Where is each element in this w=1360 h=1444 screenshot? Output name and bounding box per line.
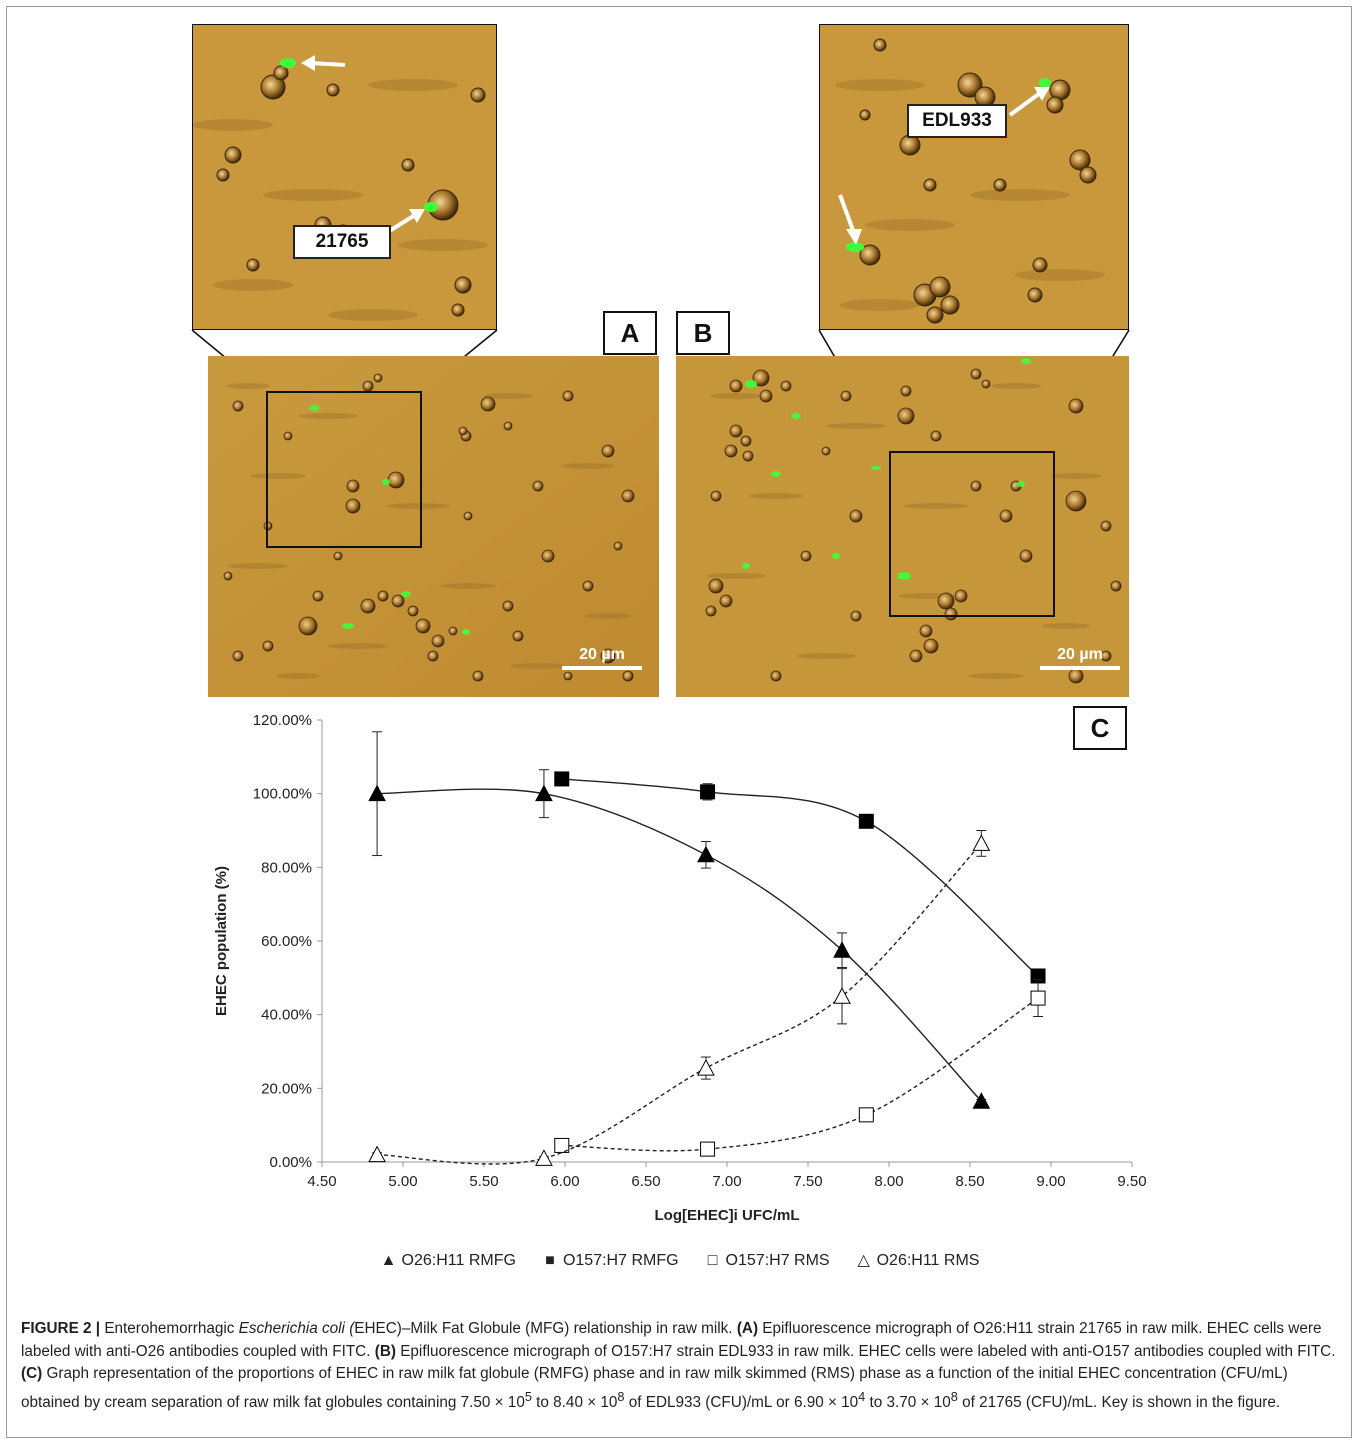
caption-text: to 8.40 × 10 [531, 1393, 618, 1411]
x-tick-label: 9.50 [1117, 1173, 1146, 1190]
filled-triangle-icon: ▲ [380, 1252, 397, 1269]
y-tick-label: 80.00% [261, 859, 312, 876]
data-point-square [1030, 990, 1046, 1006]
micrograph-a [208, 356, 659, 697]
series-line-0 [377, 788, 982, 1102]
data-point-square [554, 1137, 570, 1153]
micrograph-a-inset-image [193, 25, 496, 329]
panel-label-a: A [603, 311, 657, 355]
caption-sup: 8 [617, 1388, 625, 1404]
legend-item-o26-rmfg: ▲ O26:H11 RMFG [381, 1252, 516, 1270]
caption-tag-a: (A) [736, 1320, 759, 1337]
filled-square-icon: ■ [545, 1252, 555, 1269]
x-tick-label: 6.00 [550, 1173, 579, 1190]
micrograph-b-inset-image [820, 25, 1128, 329]
y-tick-label: 100.00% [253, 786, 312, 803]
data-point-triangle [535, 784, 553, 802]
data-point-square [858, 813, 874, 829]
scalebar-a-bar [562, 666, 642, 670]
x-axis-title: Log[EHEC]i UFC/mL [655, 1207, 800, 1224]
legend-label: O26:H11 RMFG [401, 1252, 516, 1269]
caption-sup: 5 [524, 1388, 532, 1404]
caption-text: EHEC)–Milk Fat Globule (MFG) relationshi… [354, 1320, 737, 1337]
caption-text: of 21765 (CFU)/mL. Key is shown in the f… [957, 1393, 1281, 1411]
data-point-triangle [833, 987, 851, 1004]
caption-sup: 4 [858, 1388, 866, 1404]
caption-sup: 8 [950, 1388, 958, 1404]
micrograph-b [676, 356, 1129, 697]
micrograph-b-image [676, 356, 1129, 697]
panel-label-c: C [1073, 706, 1127, 750]
chart-c: 4.50 5.00 5.50 6.00 6.50 7.00 7.50 8.00 8.50 9.00… [213, 712, 1147, 1224]
series-line-1 [561, 778, 1039, 977]
scalebar-a-label: 20 µm [579, 646, 625, 663]
x-tick-label: 9.00 [1036, 1173, 1065, 1190]
data-point-triangle [368, 1145, 386, 1163]
micrograph-a-image [208, 356, 659, 697]
data-point-triangle [697, 845, 715, 863]
caption-text: Graph representation of the proportions … [21, 1365, 1288, 1411]
callout-21765: 21765 [293, 225, 391, 259]
scalebar-a: 20 µm [562, 646, 642, 670]
data-point-triangle [833, 941, 851, 958]
chart-legend: ▲ O26:H11 RMFG ■ O157:H7 RMFG □ O157:H7 … [0, 1252, 1360, 1270]
caption-text: Enterohemorrhagic [100, 1320, 239, 1337]
legend-label: O157:H7 RMFG [562, 1252, 679, 1269]
caption-text: to 3.70 × 10 [865, 1393, 951, 1411]
caption-text: Epifluorescence micrograph of O157:H7 st… [395, 1342, 1336, 1360]
data-point-triangle [972, 834, 991, 851]
open-square-icon: □ [707, 1252, 718, 1269]
data-point-square [858, 1107, 874, 1123]
legend-label: O26:H11 RMS [876, 1252, 980, 1269]
caption-lead: FIGURE 2 | [21, 1320, 101, 1337]
caption-text: of EDL933 (CFU)/mL or 6.90 × 10 [624, 1393, 859, 1411]
x-tick-label: 4.50 [307, 1173, 336, 1190]
data-point-triangle [972, 1092, 991, 1109]
x-tick-label: 7.50 [793, 1173, 822, 1190]
y-tick-label: 40.00% [261, 1007, 312, 1024]
micrograph-b-inset: EDL933 [819, 24, 1129, 330]
legend-label: O157:H7 RMS [725, 1252, 830, 1269]
x-tick-label: 8.50 [955, 1173, 984, 1190]
legend-item-o157-rms: □ O157:H7 RMS [705, 1252, 830, 1270]
x-tick-label: 7.00 [712, 1173, 741, 1190]
caption-tag-b: (B) [374, 1342, 396, 1360]
x-tick-label: 5.00 [388, 1173, 417, 1190]
scalebar-b-bar [1040, 666, 1120, 670]
data-point-square [554, 771, 570, 787]
legend-item-o157-rmfg: ■ O157:H7 RMFG [542, 1252, 679, 1270]
micrograph-a-inset: 21765 [192, 24, 497, 330]
y-tick-label: 0.00% [269, 1154, 312, 1171]
series-line-3 [377, 842, 982, 1165]
callout-edl933: EDL933 [907, 104, 1007, 138]
data-point-triangle [535, 1149, 553, 1166]
caption-text: Epifluorescence micrograph of O26:H11 st… [21, 1320, 1322, 1360]
figure-caption: FIGURE 2 | Enterohemorrhagic Escherichia… [21, 1318, 1339, 1414]
y-tick-label: 60.00% [261, 933, 312, 950]
open-triangle-icon: △ [857, 1252, 870, 1269]
scalebar-b: 20 µm [1040, 646, 1120, 670]
x-tick-label: 6.50 [631, 1173, 660, 1190]
data-point-triangle [368, 784, 386, 802]
data-point-square [700, 1141, 716, 1157]
legend-item-o26-rms: △ O26:H11 RMS [856, 1252, 980, 1270]
x-tick-label: 5.50 [469, 1173, 498, 1190]
data-point-triangle [697, 1059, 715, 1076]
figure-frame [6, 6, 1352, 1438]
scalebar-b-label: 20 µm [1057, 646, 1103, 663]
y-axis-title: EHEC population (%) [213, 866, 230, 1016]
y-tick-label: 20.00% [261, 1080, 312, 1097]
x-tick-label: 8.00 [874, 1173, 903, 1190]
y-tick-label: 120.00% [253, 712, 312, 729]
caption-tag-c: (C) [21, 1365, 43, 1382]
data-point-square [700, 784, 716, 800]
panel-label-b: B [676, 311, 730, 355]
caption-species: Escherichia coli ( [238, 1320, 355, 1337]
series-line-2 [561, 997, 1039, 1152]
